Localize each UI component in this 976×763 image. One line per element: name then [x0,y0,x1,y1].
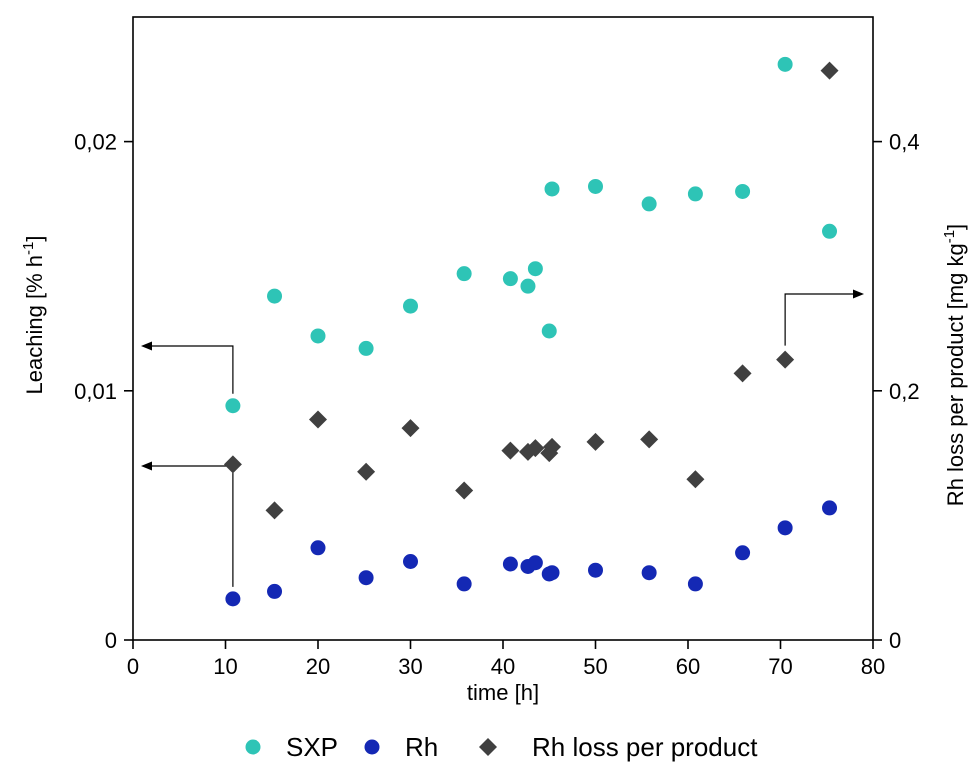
point-rh [735,545,751,561]
arrow-line [147,465,234,587]
legend-label-rh-loss: Rh loss per product [532,732,758,762]
arrow-line [147,345,234,394]
y-right-axis-ticks: 0 0,2 0,4 [873,130,920,653]
x-tick-label: 20 [306,654,330,679]
point-sxp [822,223,838,239]
y-left-tick-label: 0,01 [74,379,117,404]
point-sxp [541,323,557,339]
x-tick-label: 50 [583,654,607,679]
x-axis-ticks: 0 10 20 30 40 50 60 70 80 [127,640,885,679]
point-rh-loss-per-product [586,432,605,451]
point-rh [358,570,374,586]
y-left-axis-ticks: 0 0,01 0,02 [74,130,133,653]
point-sxp [588,178,603,194]
point-sxp [641,196,657,212]
y-left-label-tail: ] [22,236,47,242]
point-sxp [358,340,374,356]
y-left-label-main: Leaching [% h [22,255,47,394]
x-tick-label: 80 [861,654,885,679]
y-right-tick-label: 0,4 [889,130,920,155]
y-left-axis-label: Leaching [% h-1] [20,236,47,395]
arrow-head [141,461,152,471]
point-sxp [687,186,703,202]
point-rh [687,576,703,592]
x-tick-label: 0 [127,654,139,679]
x-tick-label: 30 [398,654,422,679]
data-markers [223,56,839,607]
point-sxp [520,278,536,294]
point-rh [403,554,418,570]
point-rh [267,583,283,599]
point-rh [456,576,472,592]
point-rh-loss-per-product [357,462,376,481]
point-sxp [267,288,283,304]
legend-marker-rh [364,739,380,755]
point-sxp [527,261,543,277]
plot-border [132,16,874,641]
legend-marker-rh-loss [479,738,497,756]
point-rh-loss-per-product [455,481,474,500]
point-sxp [777,56,793,72]
point-rh-loss-per-product [733,364,752,383]
point-sxp [225,398,241,414]
point-rh-loss-per-product [776,350,795,369]
arrow-head [853,289,864,299]
y-right-axis-label: Rh loss per product [mg kg-1] [941,224,968,506]
point-rh [502,556,518,572]
point-rh-loss-per-product [820,61,839,80]
point-sxp [456,266,472,282]
y-right-label-tail: ] [943,224,968,230]
legend: SXP Rh Rh loss per product [245,732,758,762]
point-rh-loss-per-product [686,470,705,489]
y-right-label-main: Rh loss per product [mg kg [943,243,968,506]
point-sxp [544,181,560,197]
point-rh-loss-per-product [640,430,659,449]
y-left-label-sup: -1 [20,242,37,255]
point-rh-loss-per-product [526,439,545,458]
x-axis-label: time [h] [467,680,539,705]
legend-label-rh: Rh [405,732,438,762]
axis-indicator-arrows [141,289,864,587]
point-sxp [735,183,751,199]
arrow-line [784,293,858,346]
y-right-label-sup: -1 [941,230,958,243]
y-right-tick-label: 0,2 [889,379,920,404]
point-sxp [403,298,418,314]
point-rh [588,562,603,578]
point-rh [225,591,241,607]
y-right-tick-label: 0 [889,628,901,653]
point-rh [822,500,838,516]
point-rh [641,565,657,581]
point-rh [310,540,326,556]
point-rh-loss-per-product [401,419,420,438]
point-rh-loss-per-product [543,437,562,456]
legend-label-sxp: SXP [286,732,338,762]
point-rh-loss-per-product [501,441,520,460]
legend-marker-sxp [245,739,261,755]
x-tick-label: 60 [676,654,700,679]
point-rh [527,555,543,571]
point-rh-loss-per-product [223,455,242,474]
y-left-tick-label: 0,02 [74,130,117,155]
x-tick-label: 40 [491,654,515,679]
point-rh [544,565,560,581]
x-tick-label: 10 [213,654,237,679]
point-rh [777,520,793,536]
x-tick-label: 70 [768,654,792,679]
arrow-head [141,341,152,351]
point-rh-loss-per-product [265,501,284,520]
y-left-tick-label: 0 [105,628,117,653]
point-sxp [310,328,326,344]
point-sxp [502,271,518,287]
point-rh-loss-per-product [309,410,327,429]
plot-frame [132,16,874,641]
